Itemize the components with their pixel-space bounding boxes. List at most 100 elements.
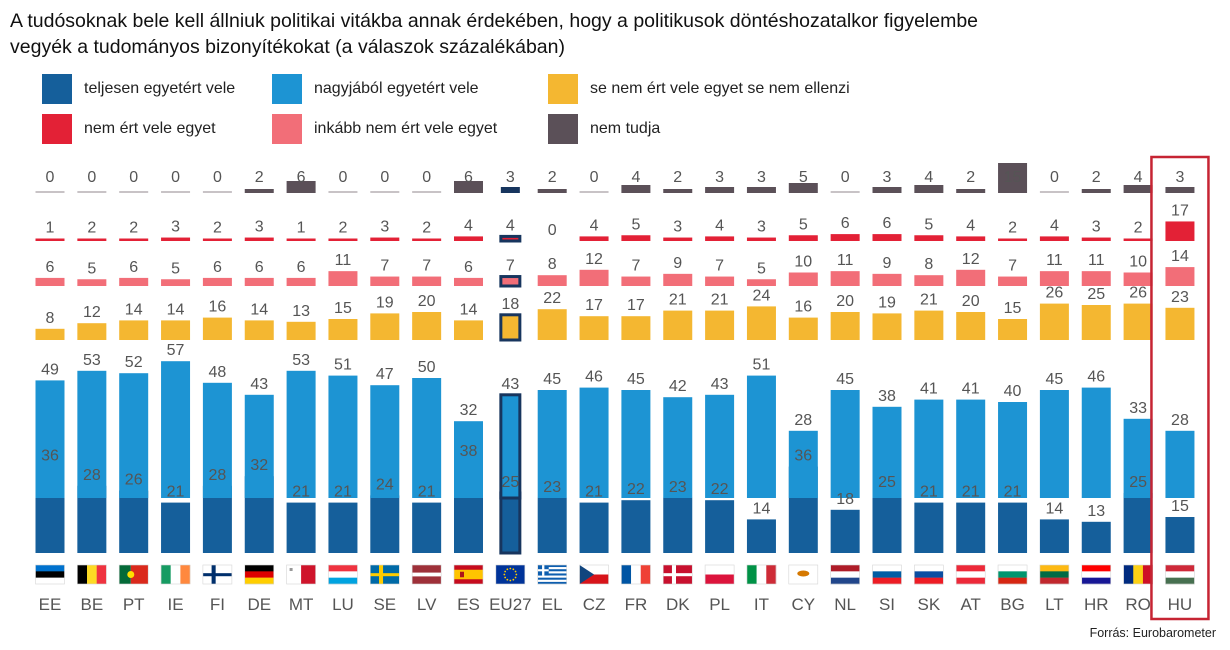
bar-tend-disagree-de bbox=[244, 277, 274, 286]
data-label-tend-agree-cy: 28 bbox=[794, 412, 812, 429]
data-label-fully-agree-eu27: 25 bbox=[501, 474, 519, 491]
bar-dont-know-fi bbox=[202, 191, 232, 193]
data-label-dont-know-bg: 15 bbox=[1004, 169, 1022, 186]
bar-group-fr: FR bbox=[621, 185, 651, 614]
data-label-tend-agree-si: 38 bbox=[878, 388, 896, 405]
bar-group-de: DE bbox=[244, 189, 275, 614]
legend-item-neutral: se nem ért vele egyet se nem ellenzi bbox=[548, 74, 850, 104]
bar-neutral-mt bbox=[286, 321, 316, 340]
bar-tend-disagree-mt bbox=[286, 277, 316, 286]
data-label-tend-disagree-es: 6 bbox=[464, 259, 473, 276]
data-label-dont-know-dk: 2 bbox=[673, 169, 682, 186]
data-label-tend-agree-ro: 33 bbox=[1129, 400, 1147, 417]
data-label-fully-agree-lv: 21 bbox=[418, 484, 436, 501]
data-label-tend-agree-ee: 49 bbox=[41, 361, 59, 378]
bar-neutral-ro bbox=[1123, 303, 1153, 340]
bar-neutral-pl bbox=[705, 310, 735, 340]
data-label-fully-agree-ro: 25 bbox=[1129, 474, 1147, 491]
bar-neutral-de bbox=[244, 320, 274, 340]
bar-tend-agree-at bbox=[956, 399, 986, 498]
bar-tend-agree-lu bbox=[328, 375, 358, 498]
bar-disagree-ro bbox=[1123, 238, 1153, 241]
data-label-tend-disagree-at: 12 bbox=[962, 251, 980, 268]
bar-dont-know-dk bbox=[663, 189, 693, 193]
bar-tend-agree-dk bbox=[663, 397, 693, 498]
bar-group-dk: DK bbox=[662, 189, 693, 614]
bar-neutral-ie bbox=[161, 320, 191, 340]
data-label-tend-agree-be: 53 bbox=[83, 352, 101, 369]
category-label-dk: DK bbox=[666, 595, 690, 614]
bar-disagree-es bbox=[454, 236, 483, 241]
bar-tend-disagree-cy bbox=[788, 272, 818, 286]
bar-tend-disagree-fi bbox=[202, 277, 232, 286]
bar-tend-agree-sk bbox=[914, 399, 944, 498]
bar-tend-agree-si bbox=[872, 406, 902, 498]
data-label-disagree-hr: 3 bbox=[1092, 219, 1101, 236]
bar-dont-know-si bbox=[872, 187, 902, 193]
data-label-fully-agree-lu: 21 bbox=[334, 484, 352, 501]
data-label-dont-know-de: 2 bbox=[255, 169, 264, 186]
category-label-fr: FR bbox=[625, 595, 648, 614]
flag-si-icon bbox=[872, 564, 902, 585]
data-label-fully-agree-es: 38 bbox=[460, 443, 478, 460]
data-label-fully-agree-el: 23 bbox=[543, 479, 561, 496]
category-label-el: EL bbox=[542, 595, 563, 614]
flag-at-icon bbox=[955, 564, 986, 585]
bar-group-fi: FI bbox=[202, 191, 233, 614]
data-label-dont-know-si: 3 bbox=[883, 169, 892, 186]
data-label-tend-agree-hr: 46 bbox=[1087, 369, 1105, 386]
flag-se-icon bbox=[369, 564, 400, 585]
data-label-dont-know-lu: 0 bbox=[338, 169, 347, 186]
bar-disagree-dk bbox=[663, 237, 693, 241]
data-label-neutral-se: 19 bbox=[376, 294, 394, 311]
bar-fully-agree-sk bbox=[914, 502, 944, 553]
data-label-tend-disagree-mt: 6 bbox=[297, 259, 306, 276]
data-label-disagree-bg: 2 bbox=[1008, 220, 1017, 237]
data-label-neutral-fr: 17 bbox=[627, 297, 645, 314]
data-label-tend-disagree-lu: 11 bbox=[335, 252, 352, 269]
category-label-fi: FI bbox=[210, 595, 225, 614]
bar-fully-agree-hu bbox=[1165, 517, 1195, 553]
flag-hr-icon bbox=[1081, 564, 1112, 585]
data-label-disagree-hu: 17 bbox=[1171, 202, 1189, 219]
bar-neutral-si bbox=[872, 313, 902, 340]
flag-cz-icon bbox=[579, 564, 609, 585]
bar-tend-disagree-si bbox=[872, 273, 902, 286]
data-label-tend-agree-eu27: 43 bbox=[501, 376, 519, 393]
bar-fully-agree-hr bbox=[1081, 521, 1111, 553]
bar-tend-agree-ro bbox=[1123, 418, 1153, 498]
legend-label-neutral: se nem ért vele egyet se nem ellenzi bbox=[590, 80, 850, 97]
data-label-dont-know-eu27: 3 bbox=[506, 169, 515, 186]
data-label-disagree-eu27: 4 bbox=[506, 217, 515, 234]
data-label-fully-agree-mt: 21 bbox=[292, 484, 310, 501]
data-label-fully-agree-be: 28 bbox=[83, 467, 101, 484]
bar-fully-agree-el bbox=[537, 497, 567, 553]
data-label-tend-agree-at: 41 bbox=[962, 381, 980, 398]
bar-dont-know-it bbox=[746, 187, 776, 193]
flag-eu27-icon bbox=[495, 564, 526, 585]
bar-tend-agree-nl bbox=[830, 390, 860, 498]
flag-ro-icon bbox=[1123, 564, 1153, 585]
bar-dont-know-lv bbox=[412, 191, 442, 193]
legend-label-dont-know: nem tudja bbox=[590, 120, 661, 137]
bar-tend-disagree-nl bbox=[830, 271, 860, 286]
bar-disagree-lu bbox=[328, 238, 358, 241]
category-label-hu: HU bbox=[1168, 595, 1193, 614]
bar-dont-know-hr bbox=[1081, 189, 1111, 193]
bar-tend-agree-ie bbox=[161, 361, 191, 498]
legend-swatch-tend-disagree bbox=[272, 114, 302, 144]
data-label-disagree-si: 6 bbox=[883, 215, 892, 232]
category-label-se: SE bbox=[373, 595, 396, 614]
data-label-fully-agree-ee: 36 bbox=[41, 448, 59, 465]
data-label-tend-agree-lt: 45 bbox=[1046, 371, 1064, 388]
bar-disagree-fi bbox=[202, 238, 232, 241]
bar-neutral-at bbox=[956, 312, 986, 340]
bar-dont-know-be bbox=[77, 191, 107, 193]
data-label-neutral-ro: 26 bbox=[1129, 285, 1147, 302]
bar-dont-know-sk bbox=[914, 185, 944, 193]
bar-disagree-lt bbox=[1039, 236, 1069, 241]
category-label-si: SI bbox=[879, 595, 895, 614]
bar-tend-agree-el bbox=[537, 390, 567, 498]
category-label-ro: RO bbox=[1125, 595, 1151, 614]
bar-dont-know-bg bbox=[998, 163, 1028, 193]
